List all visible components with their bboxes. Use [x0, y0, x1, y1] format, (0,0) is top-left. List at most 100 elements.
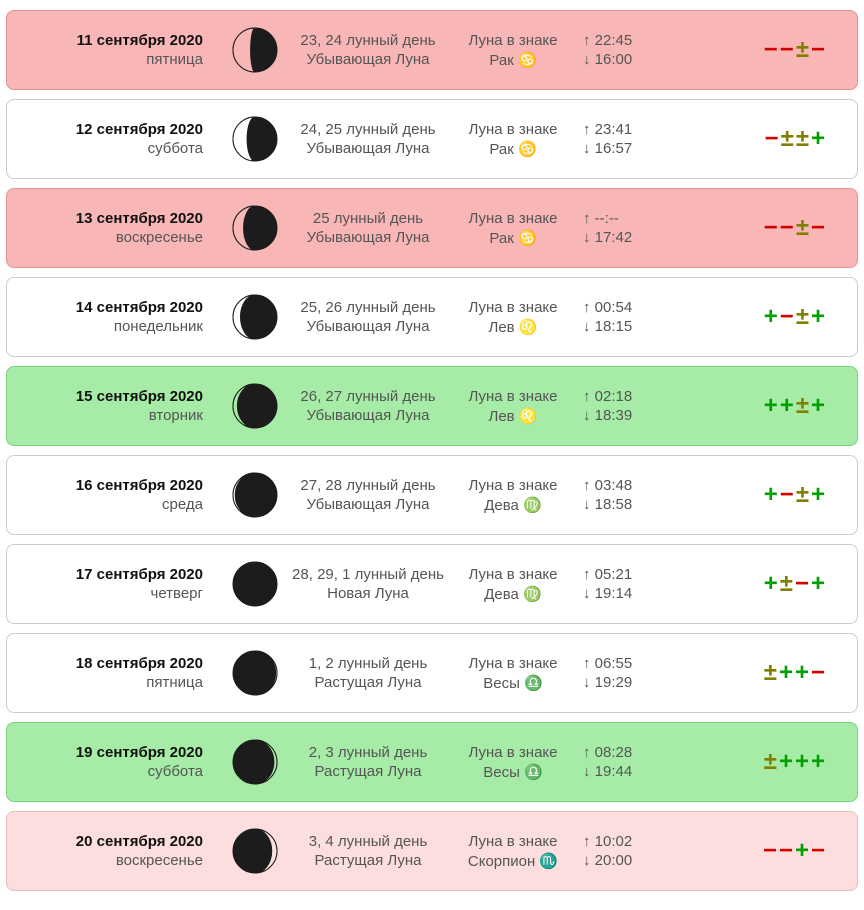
- weekday-text: пятница: [7, 51, 203, 68]
- calendar-row[interactable]: 11 сентября 2020пятница23, 24 лунный ден…: [6, 10, 858, 90]
- zodiac-sign: Рак ♋: [453, 229, 573, 247]
- rating-symbol: +: [795, 837, 811, 864]
- lunar-column: 3, 4 лунный деньРастущая Луна: [283, 833, 453, 869]
- lunar-column: 25, 26 лунный деньУбывающая Луна: [283, 299, 453, 335]
- moonrise-time: ↑ --:--: [583, 210, 653, 227]
- rating-column: −±±+: [653, 125, 845, 153]
- zodiac-column: Луна в знаке Лев ♌: [453, 388, 573, 425]
- times-column: ↑ 10:02↓ 20:00: [573, 833, 653, 869]
- zodiac-label: Луна в знаке: [453, 32, 573, 49]
- rating-column: ±++−: [653, 659, 845, 687]
- rating-symbol: −: [763, 837, 779, 864]
- rating-column: +±−+: [653, 570, 845, 598]
- rating-symbol: −: [779, 837, 795, 864]
- zodiac-label: Луна в знаке: [453, 655, 573, 672]
- rating-symbol: −: [780, 303, 796, 330]
- weekday-text: среда: [7, 496, 203, 513]
- rating-symbol: −: [764, 214, 780, 241]
- lunar-day-text: 25 лунный день: [283, 210, 453, 227]
- moonrise-time: ↑ 03:48: [583, 477, 653, 494]
- moon-phase-text: Убывающая Луна: [283, 51, 453, 68]
- moon-phase-icon: [227, 293, 283, 341]
- zodiac-label: Луна в знаке: [453, 299, 573, 316]
- lunar-column: 2, 3 лунный деньРастущая Луна: [283, 744, 453, 780]
- zodiac-sign: Рак ♋: [453, 140, 573, 158]
- rating-symbol: +: [780, 392, 796, 419]
- zodiac-sign: Дева ♍: [453, 496, 573, 514]
- moon-phase-text: Убывающая Луна: [283, 318, 453, 335]
- moon-phase-icon: [227, 471, 283, 519]
- date-text: 16 сентября 2020: [7, 477, 203, 494]
- calendar-row[interactable]: 15 сентября 2020 вторник 26, 27 лунный ден…: [6, 366, 858, 446]
- moonset-time: ↓ 17:42: [583, 229, 653, 246]
- calendar-row[interactable]: 18 сентября 2020пятница1, 2 лунный деньР…: [6, 633, 858, 713]
- lunar-column: 1, 2 лунный деньРастущая Луна: [283, 655, 453, 691]
- rating-symbol: +: [764, 570, 780, 597]
- zodiac-label: Луна в знаке: [453, 388, 573, 405]
- rating-column: −−+−: [653, 837, 845, 865]
- date-column: 14 сентября 2020понедельник: [7, 299, 227, 335]
- rating-symbol: +: [811, 570, 827, 597]
- zodiac-label: Луна в знаке: [453, 121, 573, 138]
- rating-symbol: ±: [764, 748, 779, 775]
- date-column: 11 сентября 2020пятница: [7, 32, 227, 68]
- rating-symbol: −: [780, 481, 796, 508]
- times-column: ↑ 08:28↓ 19:44: [573, 744, 653, 780]
- date-text: 17 сентября 2020: [7, 566, 203, 583]
- lunar-column: 26, 27 лунный деньУбывающая Луна: [283, 388, 453, 424]
- date-text: 15 сентября 2020: [7, 388, 203, 405]
- zodiac-sign: Рак ♋: [453, 51, 573, 69]
- rating-symbol: +: [795, 748, 811, 775]
- calendar-row[interactable]: 19 сентября 2020суббота2, 3 лунный деньР…: [6, 722, 858, 802]
- rating-symbol: ±: [780, 570, 795, 597]
- zodiac-column: Луна в знаке Рак ♋: [453, 32, 573, 69]
- lunar-column: 24, 25 лунный деньУбывающая Луна: [283, 121, 453, 157]
- moonset-time: ↓ 19:44: [583, 763, 653, 780]
- zodiac-sign: Лев ♌: [453, 407, 573, 425]
- zodiac-sign: Скорпион ♏: [453, 852, 573, 870]
- moonrise-time: ↑ 22:45: [583, 32, 653, 49]
- rating-symbol: ±: [796, 214, 811, 241]
- lunar-day-text: 28, 29, 1 лунный день: [283, 566, 453, 583]
- times-column: ↑ 22:45↓ 16:00: [573, 32, 653, 68]
- rating-column: −−±−: [653, 214, 845, 242]
- moonrise-time: ↑ 10:02: [583, 833, 653, 850]
- times-column: ↑ 02:18 ↓ 18:39: [573, 388, 653, 424]
- moon-phase-icon: [227, 827, 283, 875]
- rating-symbol: +: [811, 392, 827, 419]
- moon-phase-icon: [227, 204, 283, 252]
- zodiac-label: Луна в знаке: [453, 744, 573, 761]
- rating-symbol: ±: [796, 303, 811, 330]
- moonset-time: ↓ 16:57: [583, 140, 653, 157]
- moon-phase-icon: [227, 738, 283, 786]
- lunar-day-text: 26, 27 лунный день: [283, 388, 453, 405]
- moonrise-time: ↑ 02:18: [583, 388, 653, 405]
- times-column: ↑ --:-- ↓ 17:42: [573, 210, 653, 246]
- moonset-time: ↓ 18:58: [583, 496, 653, 513]
- date-text: 14 сентября 2020: [7, 299, 203, 316]
- rating-symbol: +: [764, 481, 780, 508]
- rating-symbol: −: [811, 36, 827, 63]
- weekday-text: суббота: [7, 140, 203, 157]
- rating-symbol: +: [811, 481, 827, 508]
- calendar-row[interactable]: 14 сентября 2020понедельник 25, 26 лунный…: [6, 277, 858, 357]
- moonset-time: ↓ 18:39: [583, 407, 653, 424]
- zodiac-sign: Дева ♍: [453, 585, 573, 603]
- moon-phase-text: Новая Луна: [283, 585, 453, 602]
- zodiac-label: Луна в знаке: [453, 833, 573, 850]
- times-column: ↑ 05:21↓ 19:14: [573, 566, 653, 602]
- calendar-row[interactable]: 20 сентября 2020воскресенье3, 4 лунный д…: [6, 811, 858, 891]
- weekday-text: вторник: [7, 407, 203, 424]
- lunar-day-text: 27, 28 лунный день: [283, 477, 453, 494]
- rating-symbol: −: [795, 570, 811, 597]
- calendar-row[interactable]: 12 сентября 2020суббота24, 25 лунный ден…: [6, 99, 858, 179]
- zodiac-sign: Лев ♌: [453, 318, 573, 336]
- rating-symbol: ±: [796, 392, 811, 419]
- date-text: 18 сентября 2020: [7, 655, 203, 672]
- zodiac-column: Луна в знаке Рак ♋: [453, 121, 573, 158]
- calendar-row[interactable]: 17 сентября 2020четверг28, 29, 1 лунный …: [6, 544, 858, 624]
- calendar-row[interactable]: 16 сентября 2020среда27, 28 лунный деньУ…: [6, 455, 858, 535]
- zodiac-column: Луна в знаке Лев ♌: [453, 299, 573, 336]
- calendar-row[interactable]: 13 сентября 2020воскресенье25 лунный ден…: [6, 188, 858, 268]
- moon-phase-text: Растущая Луна: [283, 763, 453, 780]
